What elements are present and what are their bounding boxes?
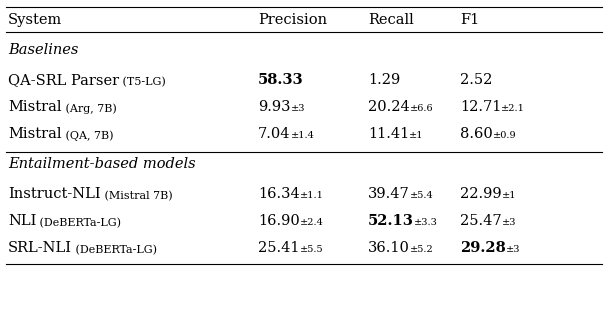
- Text: 22.99: 22.99: [460, 187, 502, 201]
- Text: 36.10: 36.10: [368, 241, 410, 255]
- Text: (Mistral 7B): (Mistral 7B): [101, 191, 172, 201]
- Text: 29.28: 29.28: [460, 241, 506, 255]
- Text: (T5-LG): (T5-LG): [119, 77, 166, 87]
- Text: 16.90: 16.90: [258, 214, 300, 228]
- Text: 11.41: 11.41: [368, 127, 409, 141]
- Text: ±1.1: ±1.1: [300, 191, 323, 200]
- Text: QA-SRL Parser: QA-SRL Parser: [8, 73, 119, 87]
- Text: ±3.3: ±3.3: [414, 218, 438, 227]
- Text: Recall: Recall: [368, 13, 414, 27]
- Text: 12.71: 12.71: [460, 100, 502, 114]
- Text: 2.52: 2.52: [460, 73, 492, 87]
- Text: SRL-NLI: SRL-NLI: [8, 241, 72, 255]
- Text: 7.04: 7.04: [258, 127, 291, 141]
- Text: Mistral: Mistral: [8, 127, 61, 141]
- Text: (DeBERTa-LG): (DeBERTa-LG): [36, 218, 122, 228]
- Text: ±2.4: ±2.4: [300, 218, 323, 227]
- Text: 52.13: 52.13: [368, 214, 414, 228]
- Text: ±0.9: ±0.9: [492, 131, 516, 140]
- Text: 25.47: 25.47: [460, 214, 502, 228]
- Text: 39.47: 39.47: [368, 187, 410, 201]
- Text: 58.33: 58.33: [258, 73, 303, 87]
- Text: Mistral: Mistral: [8, 100, 61, 114]
- Text: ±1: ±1: [409, 131, 424, 140]
- Text: ±6.6: ±6.6: [410, 105, 434, 113]
- Text: Instruct-NLI: Instruct-NLI: [8, 187, 101, 201]
- Text: (Arg, 7B): (Arg, 7B): [61, 104, 116, 114]
- Text: 1.29: 1.29: [368, 73, 400, 87]
- Text: 9.93: 9.93: [258, 100, 291, 114]
- Text: ±5.5: ±5.5: [300, 246, 323, 254]
- Text: ±1: ±1: [502, 191, 516, 200]
- Text: ±5.4: ±5.4: [410, 191, 434, 200]
- Text: ±5.2: ±5.2: [410, 246, 434, 254]
- Text: (DeBERTa-LG): (DeBERTa-LG): [72, 245, 157, 255]
- Text: Precision: Precision: [258, 13, 327, 27]
- Text: ±1.4: ±1.4: [291, 131, 314, 140]
- Text: 25.41: 25.41: [258, 241, 300, 255]
- Text: 20.24: 20.24: [368, 100, 410, 114]
- Text: NLI: NLI: [8, 214, 36, 228]
- Text: ±3: ±3: [291, 105, 305, 113]
- Text: ±3: ±3: [502, 218, 516, 227]
- Text: Entailment-based models: Entailment-based models: [8, 157, 196, 171]
- Text: ±2.1: ±2.1: [502, 105, 525, 113]
- Text: 8.60: 8.60: [460, 127, 492, 141]
- Text: System: System: [8, 13, 62, 27]
- Text: Baselines: Baselines: [8, 43, 78, 57]
- Text: (QA, 7B): (QA, 7B): [61, 131, 113, 141]
- Text: 16.34: 16.34: [258, 187, 300, 201]
- Text: ±3: ±3: [506, 246, 520, 254]
- Text: F1: F1: [460, 13, 479, 27]
